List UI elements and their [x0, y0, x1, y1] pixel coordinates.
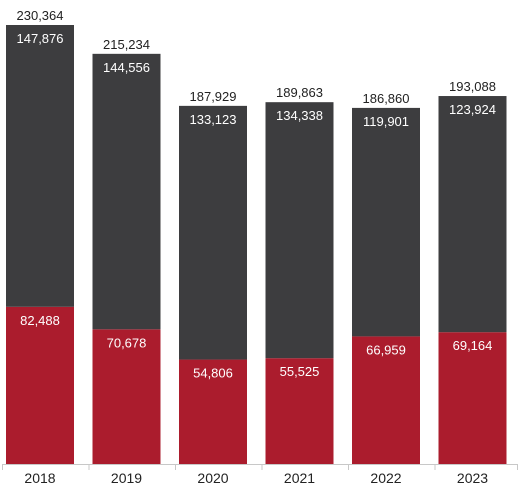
x-tick-2022: 2022 [370, 470, 401, 486]
total-label-2021: 189,863 [276, 85, 323, 100]
total-label-2019: 215,234 [103, 37, 150, 52]
x-tick-2018: 2018 [24, 470, 55, 486]
total-label-2018: 230,364 [17, 8, 64, 23]
bar-segment-2021-upper [265, 102, 334, 359]
data-label-2019-lower: 70,678 [107, 335, 147, 350]
bar-segment-2023-lower [438, 332, 507, 464]
bar-segment-2018-lower [6, 306, 74, 464]
bar-segment-2020-upper [179, 105, 247, 360]
total-label-2020: 187,929 [190, 89, 237, 104]
x-tick-2021: 2021 [284, 470, 315, 486]
data-label-2020-lower: 54,806 [193, 366, 233, 381]
bar-segment-2022-upper [352, 107, 420, 337]
data-label-2021-lower: 55,525 [280, 364, 320, 379]
bar-segment-2020-lower [179, 359, 247, 464]
total-label-2023: 193,088 [449, 79, 496, 94]
data-label-2018-lower: 82,488 [20, 313, 60, 328]
data-label-2021-upper: 134,338 [276, 108, 323, 123]
bar-segment-2023-upper [438, 96, 507, 333]
bar-segment-2019-lower [92, 329, 161, 464]
data-label-2018-upper: 147,876 [17, 31, 64, 46]
x-tick-2020: 2020 [197, 470, 228, 486]
data-label-2020-upper: 133,123 [190, 112, 237, 127]
data-label-2022-lower: 66,959 [366, 342, 406, 357]
data-label-2023-lower: 69,164 [453, 338, 493, 353]
x-tick-2019: 2019 [111, 470, 142, 486]
total-label-2022: 186,860 [363, 91, 410, 106]
bar-segment-2021-lower [265, 358, 334, 464]
data-label-2019-upper: 144,556 [103, 60, 150, 75]
bar-segment-2022-lower [352, 336, 420, 464]
x-tick-2023: 2023 [457, 470, 488, 486]
data-label-2023-upper: 123,924 [449, 102, 496, 117]
data-label-2022-upper: 119,901 [363, 114, 409, 129]
bar-segment-2019-upper [92, 53, 161, 330]
bar-segment-2018-upper [6, 25, 74, 307]
